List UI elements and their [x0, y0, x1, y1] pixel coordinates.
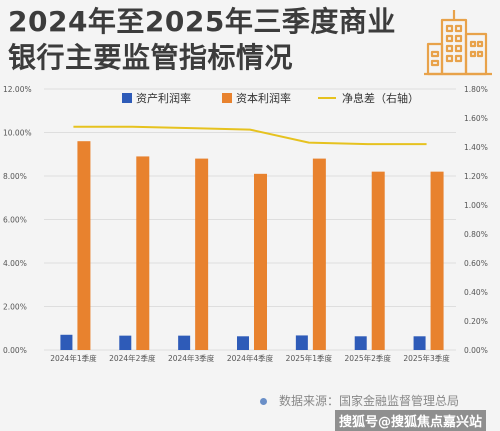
bar-capital-profit — [372, 172, 385, 350]
x-tick-label: 2025年2季度 — [345, 353, 392, 363]
chart-title-line-2: 银行主要监管指标情况 — [8, 40, 396, 76]
left-tick-label: 8.00% — [3, 172, 27, 181]
bar-asset-profit — [414, 336, 426, 350]
footer: 数据来源：国家金融监督管理总局 搜狐号@搜狐焦点嘉兴站 — [0, 388, 500, 429]
left-tick-label: 12.00% — [3, 85, 32, 94]
chart-title: 2024年至2025年三季度商业 银行主要监管指标情况 — [8, 4, 396, 76]
right-tick-label: 1.60% — [464, 114, 488, 123]
right-tick-label: 1.40% — [464, 143, 488, 152]
chart-title-line-1: 2024年至2025年三季度商业 — [8, 4, 396, 40]
right-tick-label: 0.80% — [464, 230, 488, 239]
x-tick-label: 2025年3季度 — [403, 353, 450, 363]
left-axis-ticks: 0.00% 2.00% 4.00% 6.00% 8.00% 10.00% 12.00% — [3, 85, 32, 355]
bar-asset-profit — [355, 336, 367, 350]
bar-capital-profit — [254, 174, 267, 350]
bar-asset-profit — [296, 335, 308, 350]
grid-lines — [44, 89, 456, 350]
right-tick-label: 0.60% — [464, 259, 488, 268]
left-tick-label: 4.00% — [3, 259, 27, 268]
right-tick-label: 0.20% — [464, 317, 488, 326]
x-tick-label: 2025年1季度 — [286, 353, 333, 363]
source-text: 数据来源：国家金融监督管理总局 — [279, 394, 459, 408]
legend-label: 资本利润率 — [236, 91, 291, 105]
legend-label: 净息差（右轴） — [342, 91, 419, 105]
right-tick-label: 1.00% — [464, 201, 488, 210]
left-tick-label: 6.00% — [3, 216, 27, 225]
bullet-icon — [260, 398, 267, 405]
right-tick-label: 1.20% — [464, 172, 488, 181]
x-axis-labels: 2024年1季度 2024年2季度 2024年3季度 2024年4季度 2025年1季度… — [50, 353, 450, 363]
bar-capital-profit — [136, 156, 149, 350]
bar-capital-profit — [195, 159, 208, 350]
legend-label: 资产利润率 — [136, 91, 191, 105]
bar-asset-profit — [60, 335, 72, 350]
right-tick-label: 0.40% — [464, 288, 488, 297]
line-net-interest-margin — [73, 127, 426, 144]
line-series — [73, 127, 426, 144]
right-tick-label: 1.80% — [464, 85, 488, 94]
left-tick-label: 0.00% — [3, 346, 27, 355]
watermark-text: 搜狐号@搜狐焦点嘉兴站 — [335, 410, 486, 431]
x-tick-label: 2024年2季度 — [109, 353, 156, 363]
legend-swatch — [222, 93, 232, 103]
left-tick-label: 10.00% — [3, 129, 32, 138]
legend-swatch — [122, 93, 132, 103]
bar-line-chart: 0.00% 2.00% 4.00% 6.00% 8.00% 10.00% 12.00% 0.… — [0, 80, 500, 380]
bar-asset-profit — [178, 336, 190, 350]
right-axis-ticks: 0.00% 0.20% 0.40% 0.60% 0.80% 1.00% 1.20% 1.40%… — [464, 85, 488, 355]
bar-capital-profit — [431, 172, 444, 350]
bar-capital-profit — [313, 159, 326, 350]
source-note: 数据来源：国家金融监督管理总局 — [260, 392, 459, 409]
bar-asset-profit — [119, 336, 131, 350]
building-icon — [420, 4, 496, 80]
left-tick-label: 2.00% — [3, 303, 27, 312]
x-tick-label: 2024年1季度 — [50, 353, 97, 363]
bar-marks — [60, 141, 443, 350]
x-tick-label: 2024年4季度 — [227, 353, 274, 363]
bar-capital-profit — [77, 141, 90, 350]
bar-asset-profit — [237, 336, 249, 350]
x-tick-label: 2024年3季度 — [168, 353, 215, 363]
legend: 资产利润率 资本利润率 净息差（右轴） — [122, 91, 419, 105]
right-tick-label: 0.00% — [464, 346, 488, 355]
